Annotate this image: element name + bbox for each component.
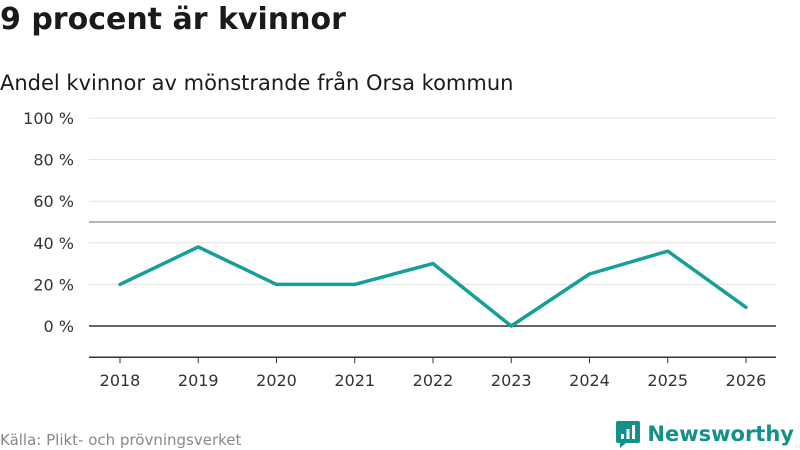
y-tick-label: 60 % (33, 192, 74, 211)
y-tick-label: 20 % (33, 275, 74, 294)
data-point (744, 305, 748, 309)
x-tick-label: 2021 (334, 371, 375, 390)
data-point (431, 262, 435, 266)
series-line (118, 245, 748, 328)
y-tick-label: 0 % (44, 317, 74, 336)
source-note: Källa: Plikt- och prövningsverket (0, 431, 242, 449)
chart-subtitle: Andel kvinnor av mönstrande från Orsa ko… (0, 71, 514, 95)
y-tick-label: 100 % (23, 109, 74, 128)
x-tick-label: 2023 (491, 371, 532, 390)
x-tick-label: 2025 (647, 371, 688, 390)
data-point (196, 245, 200, 249)
y-tick-label: 40 % (33, 234, 74, 253)
chart-title: 9 procent är kvinnor (0, 2, 346, 37)
data-point (666, 249, 670, 253)
data-point (353, 282, 357, 286)
brand-name: Newsworthy (647, 422, 794, 446)
x-tick-label: 2022 (413, 371, 454, 390)
data-point (588, 272, 591, 276)
data-point (275, 282, 278, 286)
newsworthy-logo-icon (616, 421, 641, 448)
x-tick-label: 2020 (256, 371, 297, 390)
brand-logo: Newsworthy (615, 419, 794, 449)
x-tick-label: 2019 (178, 371, 219, 390)
data-point (509, 324, 513, 328)
x-tick-label: 2018 (100, 371, 141, 390)
x-tick-label: 2024 (569, 371, 610, 390)
y-tick-label: 80 % (33, 151, 74, 170)
data-point (118, 282, 122, 286)
x-tick-label: 2026 (726, 371, 767, 390)
